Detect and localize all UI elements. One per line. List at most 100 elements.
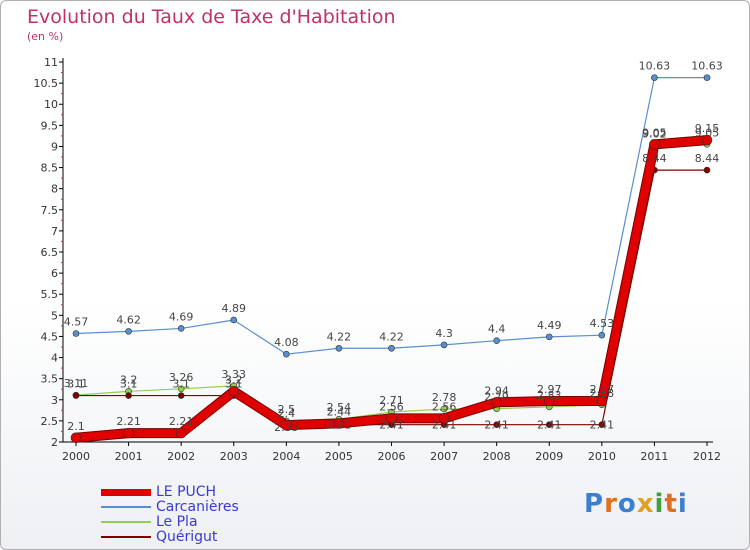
- data-label: 3.11: [64, 377, 89, 390]
- data-point: [493, 337, 500, 344]
- data-label: 3.1: [120, 378, 138, 391]
- proxiti-logo: Proxiti: [584, 489, 688, 519]
- data-point: [545, 421, 553, 428]
- y-tick-label: 2: [51, 436, 58, 449]
- x-tick-label: 2005: [325, 450, 353, 463]
- legend-swatch: [101, 488, 151, 496]
- data-point: [230, 316, 238, 324]
- data-point: [72, 392, 80, 399]
- data-point: [701, 134, 713, 146]
- legend-swatch: [101, 536, 151, 538]
- data-label: 2.56: [379, 400, 404, 413]
- x-tick-label: 2000: [62, 450, 90, 463]
- data-label: 2.35: [274, 421, 299, 434]
- data-label: 2.78: [432, 391, 457, 404]
- data-point: [125, 328, 132, 335]
- y-tick-label: 3.5: [41, 373, 59, 386]
- x-tick-label: 2006: [378, 450, 406, 463]
- data-point: [649, 139, 660, 150]
- y-tick-label: 8.5: [41, 162, 59, 175]
- y-tick-label: 4: [51, 352, 58, 365]
- legend-label: Quérigut: [156, 529, 218, 545]
- chart-subtitle: (en %): [27, 30, 64, 43]
- data-label: 4.89: [222, 302, 247, 315]
- data-point: [386, 413, 397, 424]
- data-point: [703, 74, 711, 81]
- x-tick-label: 2003: [220, 450, 248, 463]
- x-tick-label: 2007: [430, 450, 458, 463]
- data-label: 3.1: [172, 378, 190, 391]
- data-point: [123, 427, 134, 439]
- legend-label: LE PUCH: [156, 484, 217, 500]
- data-label: 4.53: [590, 317, 615, 330]
- line-chart: 2 2.5 3 3.5 4 4.5 5 5.5 6 6.5 7 7.5 8 8.5 9 9.5 10 10.5 11…: [34, 56, 723, 463]
- x-tick-label: 2010: [588, 450, 616, 463]
- data-point: [125, 392, 132, 399]
- logo-letter: o: [617, 489, 637, 519]
- data-label: 3.2: [120, 373, 138, 386]
- data-point: [72, 330, 80, 337]
- y-tick-label: 10.5: [34, 77, 59, 90]
- data-point: [281, 419, 292, 431]
- data-label: 4.22: [327, 330, 352, 343]
- data-point: [440, 405, 448, 413]
- chart-title: Evolution du Taux de Taxe d'Habitation: [27, 6, 396, 28]
- y-tick-label: 9.5: [41, 119, 59, 132]
- x-tick-label: 2011: [640, 450, 668, 463]
- data-point: [333, 418, 345, 429]
- logo-letter: i: [677, 489, 688, 519]
- x-tick-label: 2008: [483, 450, 511, 463]
- data-label: 3.1: [225, 378, 243, 391]
- data-point: [438, 413, 450, 424]
- data-label: 3.33: [222, 368, 247, 381]
- data-point: [388, 344, 395, 352]
- y-tick-label: 6: [51, 267, 58, 280]
- legend-swatch: [101, 506, 151, 508]
- legend-label: Le Pla: [156, 514, 198, 530]
- data-label: 2.21: [169, 415, 194, 428]
- data-label: 2.56: [432, 400, 457, 413]
- data-label: 4.22: [379, 330, 404, 343]
- y-tick-label: 7: [51, 225, 58, 238]
- y-tick-label: 3: [51, 394, 58, 407]
- data-label: 2.97: [537, 383, 562, 396]
- data-label: 4.4: [488, 323, 506, 336]
- data-label: 2.5: [278, 403, 296, 416]
- data-point: [703, 166, 711, 174]
- data-label: 3.1: [67, 378, 85, 391]
- logo-letter: x: [636, 489, 655, 519]
- data-label: 4.69: [169, 310, 194, 323]
- logo-letter: i: [654, 489, 665, 519]
- data-label: 8.44: [642, 152, 667, 165]
- data-label: 10.63: [691, 60, 723, 73]
- data-label: 2.21: [116, 415, 141, 428]
- data-point: [651, 74, 658, 81]
- data-label: 2.83: [537, 389, 562, 402]
- data-label: 2.71: [379, 394, 404, 407]
- data-point: [491, 397, 502, 408]
- data-label: 2.41: [432, 419, 457, 432]
- data-label: 8.44: [695, 152, 720, 165]
- y-tick-label: 9: [51, 140, 58, 153]
- x-tick-label: 2009: [535, 450, 563, 463]
- data-point: [598, 331, 606, 339]
- x-tick-label: 2001: [115, 450, 143, 463]
- data-label: 2.94: [484, 384, 509, 397]
- data-label: 4.57: [64, 315, 89, 328]
- logo-letter: P: [584, 489, 605, 519]
- data-point: [177, 325, 185, 332]
- x-tick-label: 2012: [693, 450, 721, 463]
- data-point: [545, 333, 553, 341]
- logo-letter: r: [604, 489, 618, 519]
- logo-letter: t: [664, 489, 678, 519]
- data-label: 9.05: [642, 126, 667, 139]
- y-tick-label: 8: [51, 183, 58, 196]
- data-label: 3.26: [169, 371, 194, 384]
- y-tick-label: 2.5: [41, 415, 59, 428]
- data-point: [543, 395, 555, 407]
- y-tick-label: 4.5: [41, 330, 59, 343]
- data-label: 3.2: [225, 373, 243, 386]
- data-point: [283, 350, 290, 358]
- data-point: [70, 432, 82, 444]
- x-tick-label: 2002: [167, 450, 195, 463]
